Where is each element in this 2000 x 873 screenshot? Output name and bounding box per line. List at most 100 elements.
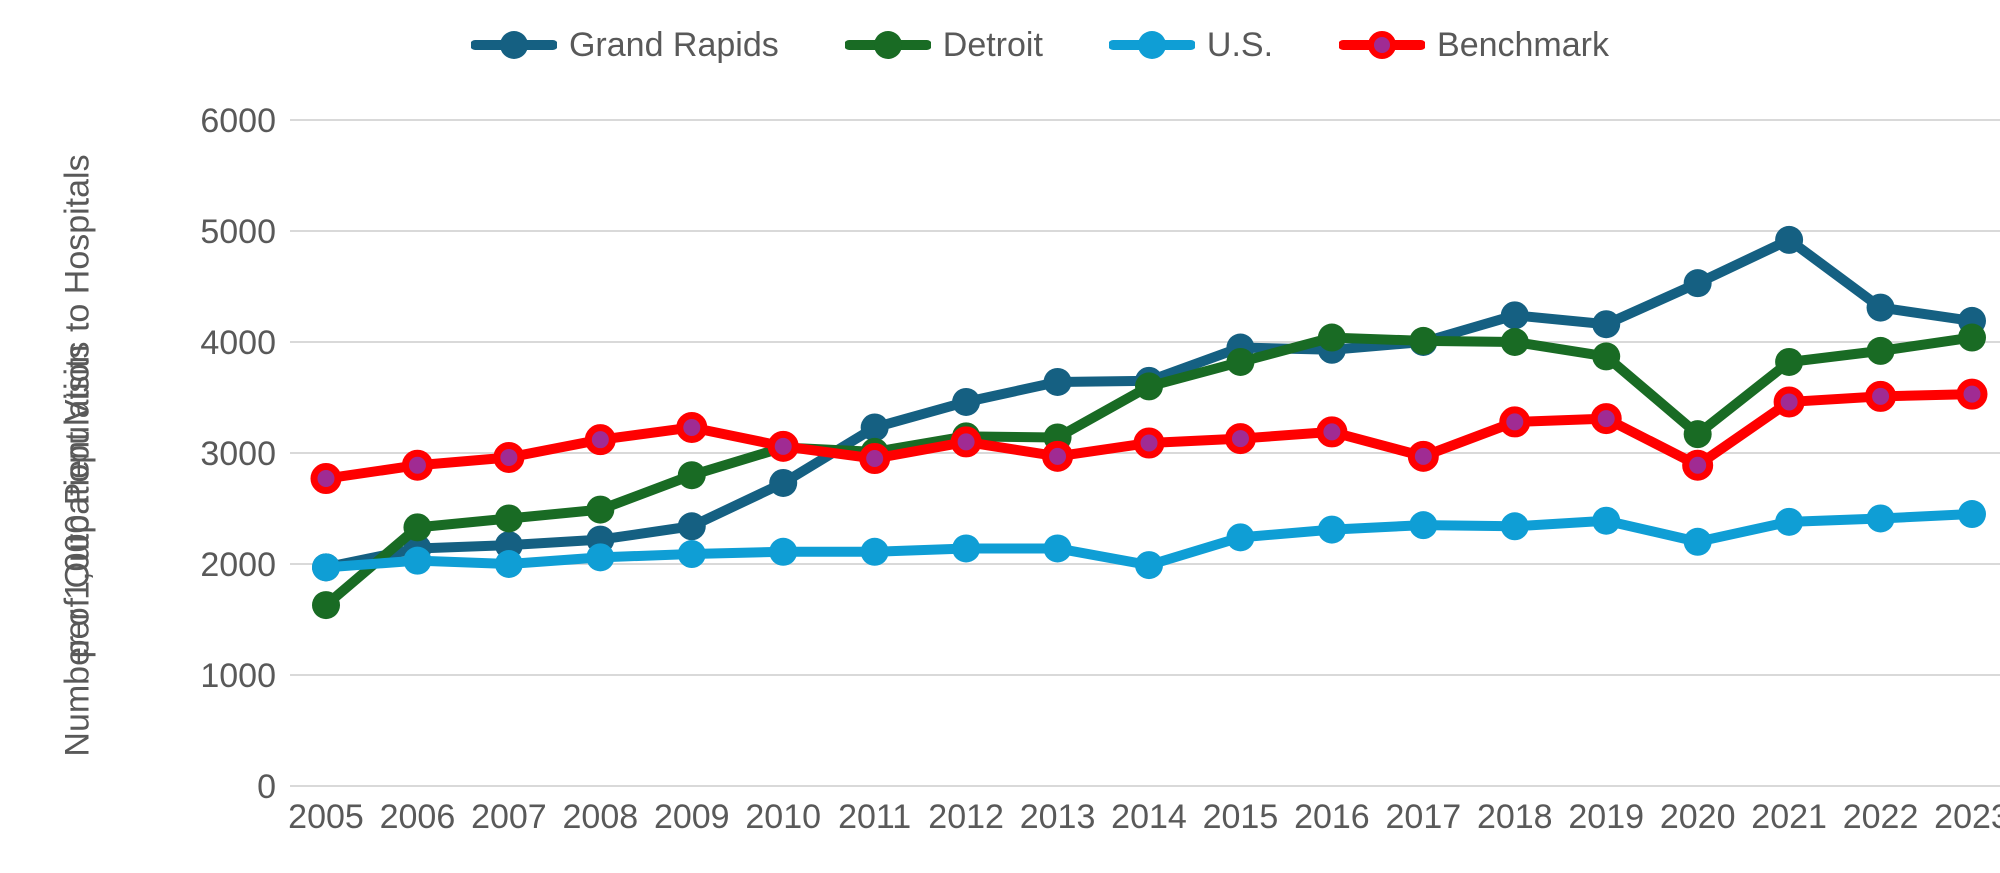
data-point-marker — [676, 411, 708, 443]
data-point-marker — [952, 534, 981, 563]
data-point-marker — [677, 512, 706, 541]
x-tick-label: 2013 — [1020, 798, 1096, 836]
outpatient-visits-line-chart: 0 1000 2000 3000 4000 5000 6000 2005 2006 2007 200… — [40, 16, 2000, 857]
data-point-marker — [1135, 372, 1163, 401]
y-tick-labels: 0 1000 2000 3000 4000 5000 6000 — [200, 102, 276, 806]
data-point-marker — [1866, 336, 1895, 365]
series-u-s- — [312, 500, 1986, 582]
data-point-marker — [1866, 293, 1895, 322]
data-point-marker — [677, 540, 706, 569]
x-tick-label: 2008 — [563, 798, 639, 836]
data-point-marker — [1958, 500, 1986, 529]
data-point-marker — [1043, 534, 1072, 563]
legend-dot — [873, 31, 902, 59]
legend-dot — [1368, 31, 1397, 59]
data-point-marker — [586, 543, 615, 572]
data-point-marker — [1775, 347, 1804, 376]
data-point-marker — [1682, 449, 1714, 481]
series-line — [321, 234, 1977, 573]
data-point-marker — [586, 495, 615, 524]
x-tick-label: 2019 — [1568, 798, 1644, 836]
data-point-marker — [312, 553, 340, 582]
legend-item-detroit: Detroit — [844, 26, 1043, 64]
legend-item-benchmark: Benchmark — [1339, 26, 1609, 64]
data-point-marker — [769, 468, 798, 497]
legend-marker-icon — [844, 31, 931, 59]
x-tick-label: 2020 — [1660, 798, 1736, 836]
data-point-marker — [1500, 328, 1529, 356]
y-tick-label: 4000 — [200, 324, 276, 362]
legend-marker-icon — [1108, 31, 1195, 59]
data-point-marker — [1500, 301, 1529, 330]
data-point-marker — [767, 430, 799, 462]
data-point-marker — [860, 537, 889, 566]
data-point-marker — [1133, 427, 1165, 459]
y-tick-label: 2000 — [200, 546, 276, 584]
data-point-marker — [494, 550, 523, 578]
data-point-marker — [1042, 440, 1074, 472]
x-tick-label: 2009 — [654, 798, 730, 836]
x-tick-label: 2021 — [1751, 798, 1827, 836]
legend-dot — [499, 31, 528, 59]
x-tick-label: 2011 — [838, 798, 911, 836]
y-tick-label: 1000 — [200, 657, 276, 695]
y-axis-title-line2: per 1,000 Population — [58, 344, 97, 659]
data-point-marker — [1683, 420, 1712, 449]
data-point-marker — [769, 537, 798, 566]
data-point-marker — [859, 443, 891, 475]
chart-legend: Grand Rapids Detroit U.S. Benchmark — [40, 26, 2000, 64]
data-point-marker — [584, 424, 616, 456]
data-point-marker — [1407, 440, 1439, 472]
x-tick-label: 2014 — [1111, 798, 1187, 836]
data-point-marker — [1316, 416, 1348, 448]
y-tick-label: 0 — [257, 768, 276, 806]
data-point-marker — [312, 591, 340, 620]
data-point-marker — [950, 426, 982, 458]
legend-label: Grand Rapids — [568, 26, 779, 64]
y-tick-label: 6000 — [200, 102, 276, 140]
legend-label: Detroit — [942, 26, 1043, 64]
data-point-marker — [677, 461, 706, 490]
data-point-marker — [1135, 551, 1163, 580]
legend-label: U.S. — [1206, 26, 1274, 64]
x-tick-label: 2018 — [1477, 798, 1553, 836]
y-tick-label: 5000 — [200, 213, 276, 251]
legend-label: Benchmark — [1437, 26, 1609, 64]
x-tick-label: 2012 — [928, 798, 1004, 836]
data-point-marker — [1592, 506, 1621, 535]
x-tick-label: 2006 — [380, 798, 456, 836]
data-point-marker — [1775, 225, 1804, 254]
x-tick-label: 2017 — [1386, 798, 1462, 836]
data-point-marker — [1592, 342, 1621, 371]
data-point-marker — [310, 463, 342, 495]
series-benchmark — [310, 378, 1988, 495]
x-tick-label: 2023 — [1934, 798, 2000, 836]
data-point-marker — [1226, 523, 1255, 552]
legend-item-u-s-: U.S. — [1108, 26, 1274, 64]
data-point-marker — [1043, 367, 1072, 396]
x-tick-labels: 2005 2006 2007 2008 2009 2010 2011 2012 2013 2014… — [288, 798, 2000, 836]
legend-dot — [1137, 31, 1166, 59]
x-tick-label: 2010 — [745, 798, 821, 836]
data-point-marker — [1499, 406, 1531, 438]
x-tick-label: 2007 — [471, 798, 547, 836]
data-point-marker — [1409, 511, 1438, 540]
legend-marker-icon — [1339, 31, 1426, 59]
data-point-marker — [401, 449, 433, 481]
data-point-marker — [1592, 310, 1621, 339]
data-point-marker — [1683, 527, 1712, 556]
data-point-marker — [403, 546, 432, 575]
y-tick-label: 3000 — [200, 435, 276, 473]
data-point-marker — [1775, 507, 1804, 536]
data-point-marker — [1958, 323, 1986, 352]
x-tick-label: 2016 — [1294, 798, 1370, 836]
data-point-marker — [1226, 347, 1255, 376]
data-point-marker — [494, 504, 523, 533]
legend-item-grand-rapids: Grand Rapids — [470, 26, 779, 64]
x-tick-label: 2015 — [1203, 798, 1279, 836]
x-tick-label: 2005 — [288, 798, 364, 836]
data-point-marker — [1409, 326, 1438, 355]
data-point-marker — [1866, 504, 1895, 533]
data-point-marker — [1500, 512, 1529, 541]
data-point-marker — [1317, 515, 1346, 544]
